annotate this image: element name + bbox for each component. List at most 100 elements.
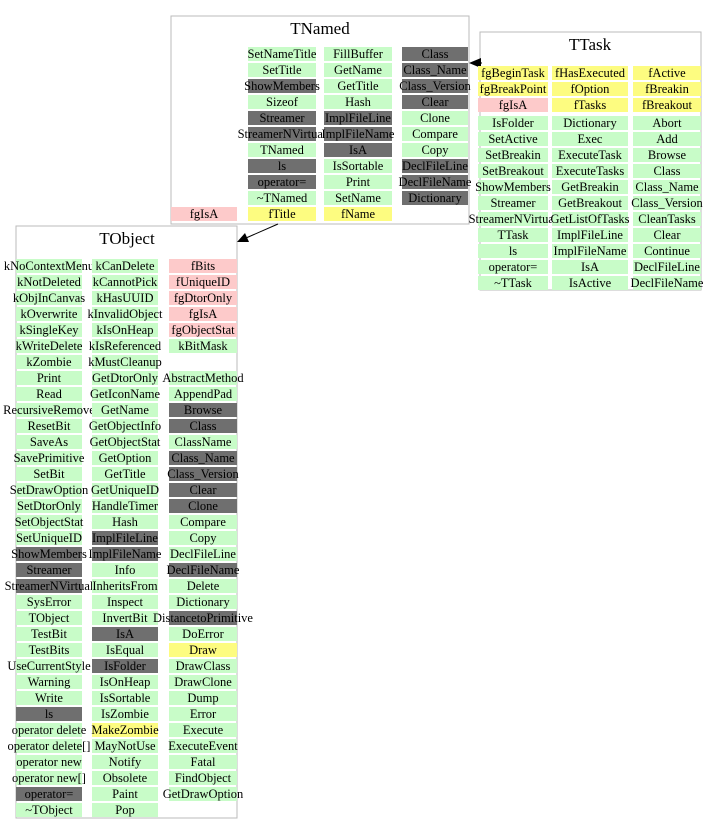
member-cell	[169, 723, 237, 737]
member-name: GetTitle	[337, 79, 379, 93]
member-cell	[552, 244, 628, 258]
member-name: GetTitle	[104, 467, 146, 481]
box-title: TNamed	[290, 19, 350, 38]
member-cell	[16, 291, 82, 305]
member-cell	[169, 771, 237, 785]
member-cell	[402, 47, 468, 61]
member-name: Info	[115, 563, 136, 577]
member-name: TestBit	[31, 627, 67, 641]
member-cell	[402, 79, 468, 93]
member-cell	[92, 579, 158, 593]
member-name: SetBreakin	[485, 148, 541, 162]
member-name: fBreakin	[645, 82, 689, 96]
member-name: TNamed	[260, 143, 304, 157]
member-name: ClassName	[175, 435, 232, 449]
member-cell	[92, 627, 158, 641]
member-cell	[92, 723, 158, 737]
member-cell	[92, 307, 158, 321]
member-cell	[478, 260, 548, 274]
member-cell	[324, 175, 392, 189]
member-name: ls	[278, 159, 286, 173]
member-cell	[552, 260, 628, 274]
member-name: operator new	[16, 755, 82, 769]
member-name: ImplFileLine	[92, 531, 158, 545]
member-cell	[324, 63, 392, 77]
member-cell	[169, 675, 237, 689]
member-cell	[169, 483, 237, 497]
member-cell	[92, 259, 158, 273]
member-name: fBits	[191, 259, 215, 273]
member-name: IsOnHeap	[100, 675, 151, 689]
member-cell	[478, 212, 548, 226]
member-name: Continue	[644, 244, 690, 258]
member-name: ImplFileName	[554, 244, 627, 258]
member-name: Dictionary	[176, 595, 230, 609]
member-name: StreamerNVirtual	[469, 212, 558, 226]
member-cell	[169, 563, 237, 577]
box-title: TTask	[569, 35, 612, 54]
member-name: MakeZombie	[91, 723, 159, 737]
member-name: Streamer	[259, 111, 305, 125]
member-name: Sizeof	[266, 95, 299, 109]
member-cell	[248, 111, 316, 125]
member-cell	[16, 515, 82, 529]
member-name: InheritsFrom	[92, 579, 158, 593]
member-cell	[633, 164, 701, 178]
member-cell	[16, 259, 82, 273]
member-cell	[402, 143, 468, 157]
member-name: GetBreakout	[558, 196, 622, 210]
member-name: SetDrawOption	[10, 483, 89, 497]
member-cell	[324, 207, 392, 221]
member-cell	[169, 755, 237, 769]
member-name: Error	[190, 707, 217, 721]
member-name: Execute	[183, 723, 224, 737]
member-name: Read	[36, 387, 62, 401]
member-cell	[92, 323, 158, 337]
member-name: DrawClone	[174, 675, 232, 689]
member-name: ls	[45, 707, 53, 721]
member-cell	[633, 244, 701, 258]
member-name: ShowMembers	[475, 180, 551, 194]
member-cell	[324, 191, 392, 205]
member-name: Copy	[189, 531, 217, 545]
member-name: kObjInCanvas	[13, 291, 85, 305]
member-cell	[402, 111, 468, 125]
member-cell	[169, 611, 237, 625]
member-name: kOverwrite	[21, 307, 78, 321]
member-cell	[16, 371, 82, 385]
member-cell	[324, 127, 392, 141]
member-cell	[92, 451, 158, 465]
member-cell	[92, 467, 158, 481]
inherit-arrow	[469, 58, 481, 68]
member-cell	[92, 531, 158, 545]
member-name: kHasUUID	[97, 291, 154, 305]
member-cell	[92, 739, 158, 753]
member-name: Dump	[187, 691, 218, 705]
member-name: kSingleKey	[19, 323, 79, 337]
member-name: Compare	[180, 515, 226, 529]
member-cell	[169, 595, 237, 609]
member-name: MayNotUse	[94, 739, 156, 753]
member-cell	[16, 595, 82, 609]
member-name: RecursiveRemove	[3, 403, 95, 417]
member-cell	[171, 207, 237, 221]
member-name: Class_Version	[167, 467, 239, 481]
member-name: TestBits	[29, 643, 70, 657]
member-name: AppendPad	[174, 387, 233, 401]
member-name: Exec	[578, 132, 603, 146]
member-name: Add	[656, 132, 678, 146]
member-name: SaveAs	[30, 435, 68, 449]
member-cell	[169, 387, 237, 401]
member-name: GetOption	[99, 451, 153, 465]
member-name: SysError	[27, 595, 72, 609]
member-cell	[92, 675, 158, 689]
member-name: operator=	[489, 260, 538, 274]
member-cell	[16, 579, 82, 593]
member-name: Class	[653, 164, 680, 178]
member-name: operator=	[25, 787, 74, 801]
member-name: Clear	[421, 95, 449, 109]
member-name: Streamer	[490, 196, 536, 210]
member-name: Copy	[421, 143, 449, 157]
member-name: kInvalidObject	[88, 307, 164, 321]
member-cell	[16, 547, 82, 561]
